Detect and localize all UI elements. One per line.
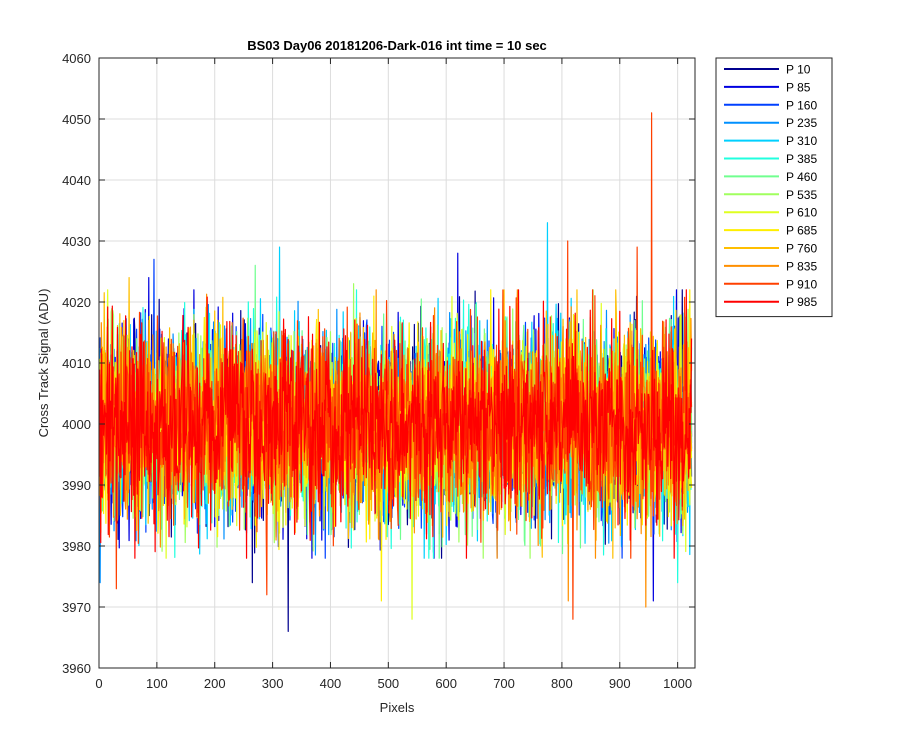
x-tick-label: 100: [146, 676, 168, 691]
y-tick-label: 4010: [62, 356, 91, 371]
x-tick-label: 0: [95, 676, 102, 691]
x-tick-label: 500: [377, 676, 399, 691]
x-tick-label: 700: [493, 676, 515, 691]
y-tick-label: 3970: [62, 600, 91, 615]
legend-entry-label: P 985: [786, 295, 817, 309]
y-tick-label: 3990: [62, 478, 91, 493]
legend-entry-label: P 685: [786, 224, 817, 238]
legend-entry-label: P 535: [786, 188, 817, 202]
y-tick-label: 3980: [62, 539, 91, 554]
legend-entry-label: P 910: [786, 277, 817, 291]
legend-entry-label: P 385: [786, 152, 817, 166]
y-tick-label: 4050: [62, 112, 91, 127]
y-tick-label: 4020: [62, 295, 91, 310]
x-tick-label: 900: [609, 676, 631, 691]
legend-entry-label: P 235: [786, 116, 817, 130]
legend: P 10 P 85 P 160 P 235 P 310 P 385 P 460 P 535 P …: [715, 57, 833, 318]
x-axis-label: Pixels: [380, 700, 415, 715]
x-tick-label: 400: [320, 676, 342, 691]
y-axis-label: Cross Track Signal (ADU): [36, 289, 51, 438]
chart-title: BS03 Day06 20181206-Dark-016 int time = …: [247, 38, 547, 53]
legend-entry-label: P 160: [786, 98, 817, 112]
legend-entry-label: P 835: [786, 259, 817, 273]
legend-entry-label: P 460: [786, 170, 817, 184]
x-tick-label: 600: [435, 676, 457, 691]
legend-box: [715, 57, 833, 318]
x-tick-label: 300: [262, 676, 284, 691]
legend-entry-label: P 610: [786, 206, 817, 220]
series-line: [98, 289, 693, 559]
x-tick-label: 200: [204, 676, 226, 691]
x-tick-label: 800: [551, 676, 573, 691]
legend-entry-label: P 10: [786, 63, 811, 77]
legend-entry-label: P 760: [786, 242, 817, 256]
y-tick-label: 4040: [62, 173, 91, 188]
y-tick-label: 4030: [62, 234, 91, 249]
plot-area: [98, 112, 693, 632]
legend-entry-label: P 310: [786, 134, 817, 148]
y-tick-label: 4060: [62, 51, 91, 66]
axis-ticks: 0 100 200 300 400 500 600 700 800 900 1000 3960 3970…: [62, 51, 695, 691]
legend-entry-label: P 85: [786, 80, 811, 94]
x-tick-label: 1000: [663, 676, 692, 691]
y-tick-label: 4000: [62, 417, 91, 432]
y-tick-label: 3960: [62, 661, 91, 676]
